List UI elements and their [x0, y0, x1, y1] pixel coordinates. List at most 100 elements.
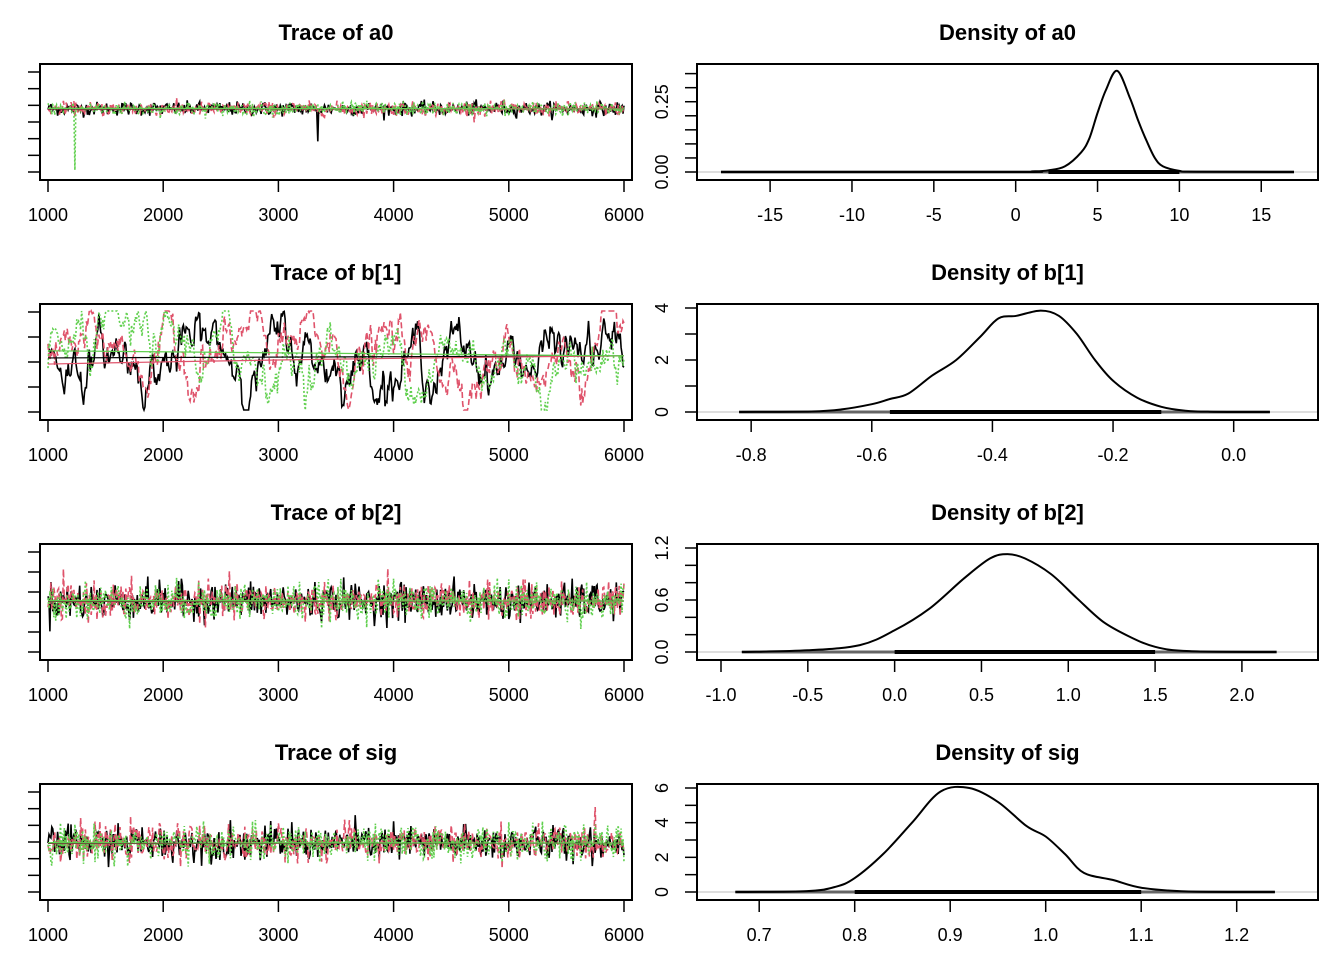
panel-title: Trace of b[2]	[271, 500, 402, 525]
density-panel: Density of b[2] 0.0 0.6 1.2 -1.0 -0.5 0.0 0.5 1.…	[652, 500, 1319, 705]
x-tick-label: -0.8	[736, 445, 767, 465]
x-tick-label: 3000	[258, 205, 298, 225]
density-panel: Density of a0 0.00 0.25 -15 -10 -5 0 5 10 15	[652, 20, 1319, 225]
x-tick-label: 0.7	[747, 925, 772, 945]
density-panel: Density of sig 0 2 4 6 0.7 0.8 0.9 1.0 1.1 1.2	[652, 740, 1319, 945]
x-tick-label: 2000	[143, 205, 183, 225]
x-tick-label: 1000	[28, 445, 68, 465]
x-tick-label: 1.1	[1129, 925, 1154, 945]
plot-frame	[696, 63, 1319, 181]
x-tick-label: 0	[1011, 205, 1021, 225]
y-tick-label: 6	[652, 783, 672, 793]
density-curve	[720, 69, 1295, 174]
x-tick-label: 1.0	[1033, 925, 1058, 945]
trace-panel: Trace of b[2] 1000 2000 3000 4000 5000 6000	[28, 500, 644, 705]
trace-line-chain-1	[47, 310, 625, 413]
x-tick-label: -0.5	[792, 685, 823, 705]
x-tick-label: 3000	[258, 925, 298, 945]
x-tick-label: -10	[839, 205, 865, 225]
x-tick-label: 15	[1251, 205, 1271, 225]
plot-frame	[39, 63, 633, 181]
y-tick-label: 1.2	[652, 535, 672, 560]
trace-lines	[47, 568, 625, 632]
trace-lines	[47, 806, 625, 869]
panel-title: Density of b[2]	[931, 500, 1084, 525]
running-mean-line	[47, 355, 625, 365]
x-tick-label: 4000	[374, 685, 414, 705]
panel-title: Density of b[1]	[931, 260, 1084, 285]
trace-line-chain-2	[47, 308, 625, 412]
x-tick-label: 4000	[374, 205, 414, 225]
x-tick-label: 1000	[28, 205, 68, 225]
x-tick-label: 1000	[28, 685, 68, 705]
x-tick-label: 0.0	[1221, 445, 1246, 465]
plot-frame	[696, 543, 1319, 661]
panel-title: Density of a0	[939, 20, 1076, 45]
x-tick-label: -0.4	[977, 445, 1008, 465]
x-tick-label: 6000	[604, 445, 644, 465]
y-tick-label: 4	[652, 818, 672, 828]
trace-line-chain-3	[47, 309, 625, 411]
x-tick-label: 2000	[143, 685, 183, 705]
density-curve	[735, 785, 1275, 893]
y-tick-label: 0.25	[652, 84, 672, 119]
x-tick-label: 6000	[604, 685, 644, 705]
y-tick-label: 4	[652, 303, 672, 313]
rug-dense	[1048, 170, 1180, 174]
trace-panel: Trace of a0 1000 2000 3000 4000 5000 6000	[28, 20, 644, 225]
y-tick-label: 2	[652, 852, 672, 862]
x-tick-label: 1.2	[1224, 925, 1249, 945]
x-tick-label: 10	[1169, 205, 1189, 225]
trace-line-chain-2	[47, 97, 625, 123]
x-tick-label: 3000	[258, 685, 298, 705]
trace-panel: Trace of b[1] 1000 2000 3000 4000 5000 6000	[28, 260, 644, 465]
trace-line-chain-3	[47, 577, 625, 630]
trace-line-chain-1	[47, 576, 625, 632]
running-mean-line	[47, 350, 625, 357]
x-tick-label: 0.0	[882, 685, 907, 705]
x-tick-label: -1.0	[705, 685, 736, 705]
x-tick-label: -5	[926, 205, 942, 225]
x-tick-label: 1000	[28, 925, 68, 945]
density-curve	[739, 309, 1270, 413]
x-tick-label: 5000	[489, 685, 529, 705]
x-tick-label: -0.6	[856, 445, 887, 465]
x-tick-label: 0.5	[969, 685, 994, 705]
x-tick-label: 0.9	[938, 925, 963, 945]
x-tick-label: 2000	[143, 925, 183, 945]
y-tick-label: 0.00	[652, 154, 672, 189]
x-tick-label: 2000	[143, 445, 183, 465]
density-curve	[741, 553, 1277, 653]
panel-title: Trace of sig	[275, 740, 397, 765]
y-tick-label: 0	[652, 407, 672, 417]
y-tick-label: 2	[652, 355, 672, 365]
panel-title: Trace of a0	[279, 20, 394, 45]
y-tick-label: 0.0	[652, 639, 672, 664]
x-tick-label: 2.0	[1229, 685, 1254, 705]
panel-title: Trace of b[1]	[271, 260, 402, 285]
plot-frame	[39, 783, 633, 901]
x-tick-label: 3000	[258, 445, 298, 465]
trace-lines	[47, 97, 625, 171]
plot-frame	[39, 543, 633, 661]
x-tick-label: 5	[1093, 205, 1103, 225]
x-tick-label: 4000	[374, 445, 414, 465]
panel-title: Density of sig	[935, 740, 1079, 765]
x-tick-label: 0.8	[842, 925, 867, 945]
x-tick-label: -15	[757, 205, 783, 225]
x-tick-label: 6000	[604, 925, 644, 945]
density-panel: Density of b[1] 0 2 4 -0.8 -0.6 -0.4 -0.2 0.0	[652, 260, 1319, 465]
trace-panel: Trace of sig 1000 2000 3000 4000 5000 6000	[28, 740, 644, 945]
y-tick-label: 0.6	[652, 587, 672, 612]
x-tick-label: 1.5	[1143, 685, 1168, 705]
x-tick-label: 4000	[374, 925, 414, 945]
rug-dense	[889, 410, 1162, 414]
y-tick-label: 0	[652, 887, 672, 897]
trace-line-chain-3	[47, 819, 625, 867]
plot-frame	[39, 303, 633, 421]
x-tick-label: 5000	[489, 925, 529, 945]
x-tick-label: 6000	[604, 205, 644, 225]
rug-dense	[894, 650, 1156, 654]
plot-frame	[696, 783, 1319, 901]
